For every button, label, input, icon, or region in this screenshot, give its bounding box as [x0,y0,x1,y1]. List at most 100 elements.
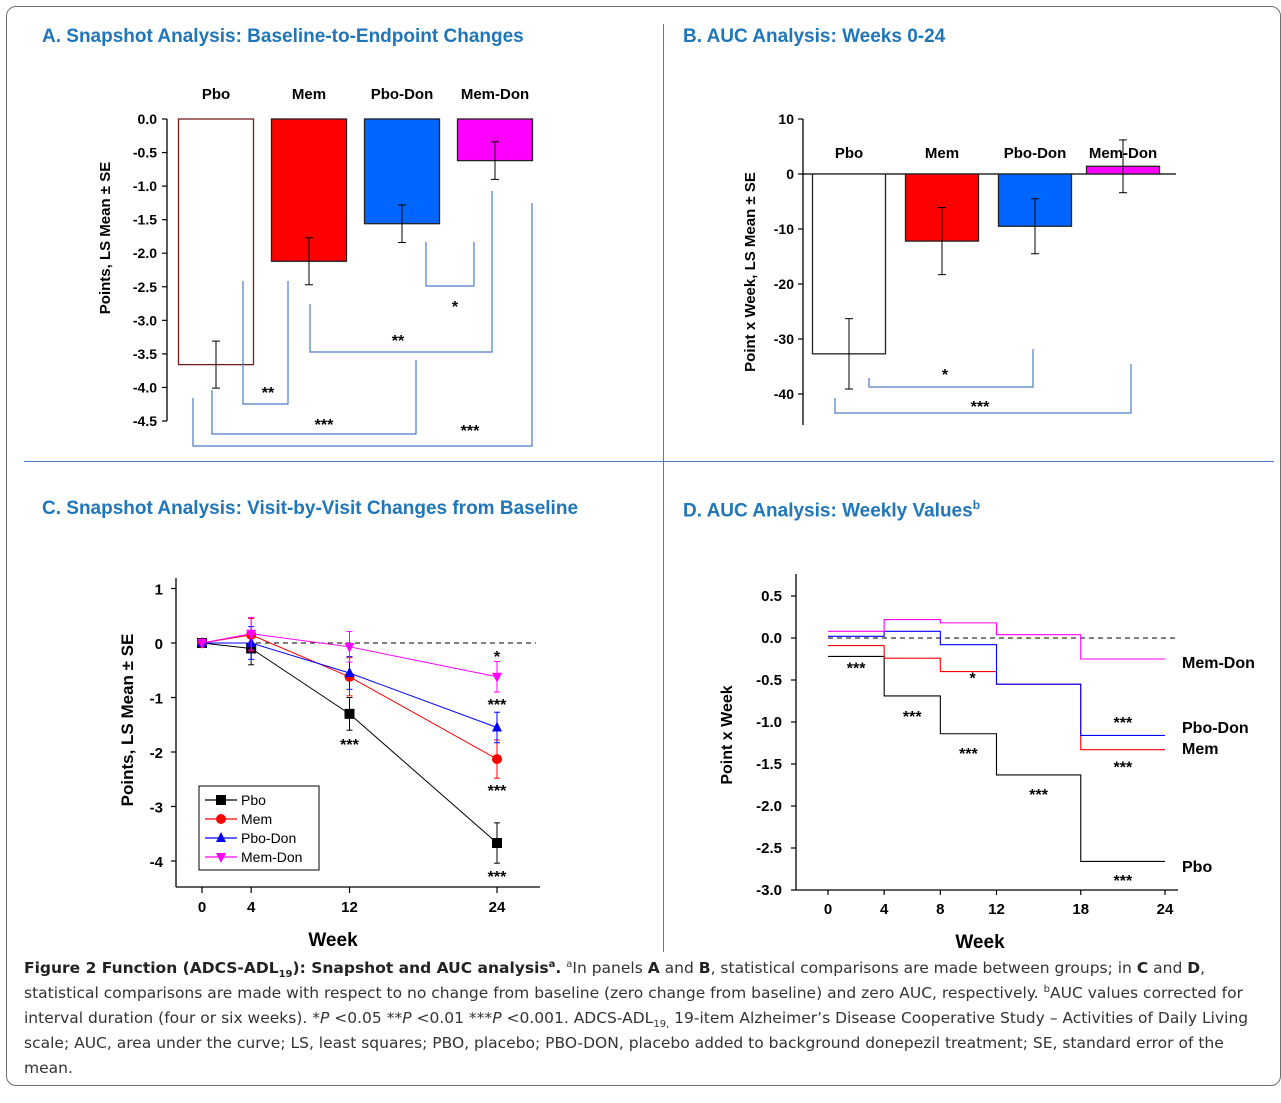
legend-label: Mem [241,811,272,827]
significance-label: *** [461,423,480,440]
data-point-mem-don [197,639,207,649]
bar-pbo [177,118,255,366]
legend-marker-mem [216,814,226,824]
significance-label: *** [1114,715,1133,732]
step-line-pbo [828,655,1165,862]
legend-label: Pbo [241,792,266,808]
caption-panel-d-ref: D [1187,959,1201,977]
y-tick-label: -1.0 [756,714,782,731]
caption-p1-t: <0.05 ** [329,1009,403,1027]
significance-label: *** [971,399,990,416]
y-tick-label: -0.5 [756,672,782,689]
series-line-mem-don [201,633,498,678]
caption-s1-b: , statistical comparisons are made betwe… [710,959,1137,977]
data-point-mem [492,754,502,765]
data-point-pbo [492,838,502,849]
category-label: Mem-Don [461,86,529,103]
significance-label: *** [1114,873,1133,890]
series-line-mem [201,634,498,760]
legend-marker-pbo-don [216,832,226,842]
series-end-label: Mem-Don [1182,655,1255,672]
panel-c-title: C. Snapshot Analysis: Visit-by-Visit Cha… [42,498,579,519]
significance-label: *** [903,709,922,726]
y-tick-label: -1.5 [756,756,782,773]
y-tick-label: 0.0 [138,111,158,127]
y-tick-label: -4.0 [133,379,157,395]
x-tick-label: 24 [489,899,506,916]
significance-label: *** [847,660,866,677]
category-label: Pbo [835,145,863,162]
data-point-mem-don [492,672,502,683]
caption-heading: Figure 2 Function (ADCS-ADL19): Snapshot… [24,958,562,980]
data-point-pbo [344,708,355,719]
caption-s1-sup: a [566,958,573,970]
y-tick-label: 0.5 [761,588,782,605]
y-tick-label: 10 [778,111,794,127]
x-tick-label: 12 [988,901,1005,918]
legend-marker-pbo [216,795,226,805]
y-axis-label: Point x Week, LS Mean ± SE [742,172,759,372]
significance-label: * [970,670,977,687]
y-tick-label: -1.5 [133,212,157,228]
significance-label: *** [315,417,334,434]
y-tick-label: -3.0 [133,312,157,328]
significance-bracket [868,349,1034,388]
series-end-label: Pbo [1182,859,1212,876]
caption-s1-c: and [1148,959,1188,977]
panel-d-title: D. AUC Analysis: Weekly Valuesb [683,498,980,522]
data-point-pbo-don [344,666,355,677]
figure-caption: Figure 2 Function (ADCS-ADL19): Snapshot… [24,956,1270,1081]
category-label: Pbo [202,86,230,103]
significance-label: * [942,367,949,384]
series-end-label: Mem [1182,741,1218,758]
caption-s2: AUC values corrected for interval durati… [24,984,1243,1027]
caption-head-sup: a [548,958,556,970]
caption-s1-and: and [659,959,699,977]
caption-s2-sup: b [1043,983,1051,995]
panel-d-title-sup: b [972,498,981,512]
significance-bracket [192,203,533,447]
legend-label: Mem-Don [241,849,302,865]
significance-label: *** [488,697,507,714]
category-label: Mem [925,145,959,162]
caption-p1: P [320,1009,330,1027]
significance-label: *** [340,737,359,754]
legend-label: Pbo-Don [241,830,296,846]
caption-s1-a: In panels [572,959,648,977]
y-axis-label: Points, LS Mean ± SE [97,162,114,314]
caption-p2: P [402,1009,412,1027]
y-tick-label: 1 [155,582,163,599]
y-tick-label: -4.5 [133,413,157,429]
y-tick-label: -2.5 [756,840,782,857]
caption-panel-c-ref: C [1136,959,1149,977]
step-line-mem-don [828,618,1165,660]
significance-label: *** [959,746,978,763]
y-tick-label: -2.0 [133,245,157,261]
y-tick-label: -1 [150,691,163,708]
caption-p2-t: <0.01 *** [411,1009,493,1027]
significance-label: * [494,649,501,666]
y-tick-label: -3 [150,800,163,817]
data-point-mem-don [246,629,257,640]
caption-rest: 19-item Alzheimer’s Disease Cooperative … [24,1009,1249,1077]
caption-adl-sub: 19, [653,1019,670,1031]
category-label: Mem [292,86,326,103]
x-tick-label: 24 [1157,901,1174,918]
x-tick-label: 18 [1072,901,1089,918]
y-tick-label: -2.0 [756,798,782,815]
significance-bracket [309,191,493,353]
data-point-mem-don [344,642,355,653]
caption-head-c: . [555,959,562,977]
caption-p3: P [492,1009,502,1027]
significance-bracket [242,281,289,405]
y-tick-label: -2 [150,745,163,762]
series-line-pbo [201,642,498,844]
x-tick-label: 12 [341,899,358,916]
significance-label: ** [262,385,275,402]
step-line-pbo-don [828,630,1165,736]
legend-marker-mem-don [216,853,226,863]
x-tick-label: 4 [880,901,889,918]
